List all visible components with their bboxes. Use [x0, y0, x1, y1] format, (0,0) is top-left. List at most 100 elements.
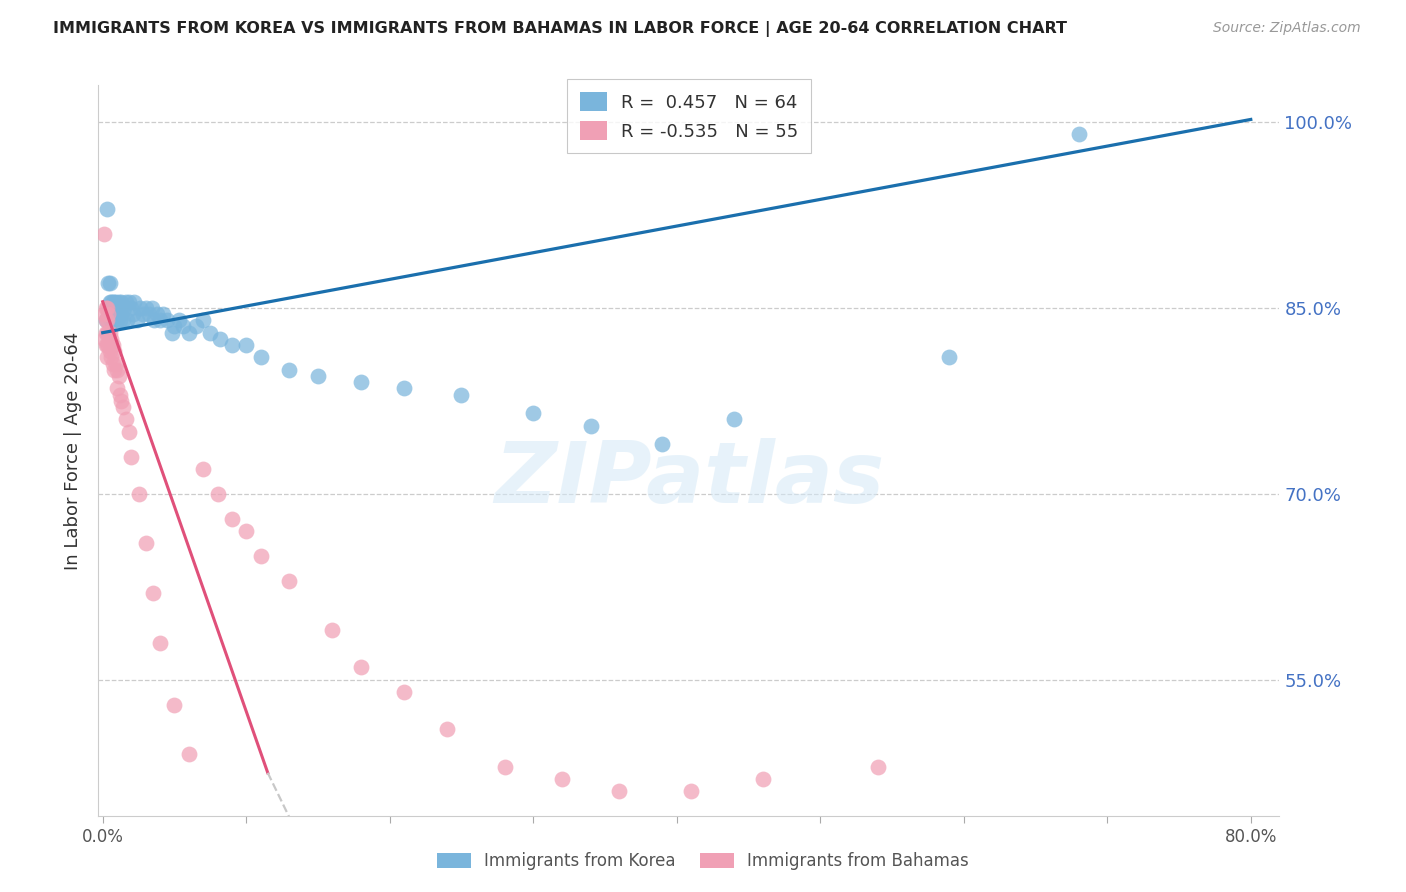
Point — [98, 344, 121, 359]
Point — [110, 307, 132, 321]
Point — [105, 313, 128, 327]
Point — [111, 313, 134, 327]
Point — [101, 338, 124, 352]
Point — [103, 363, 125, 377]
Point — [221, 338, 243, 352]
Point — [93, 307, 115, 321]
Point — [101, 357, 124, 371]
Point — [104, 357, 127, 371]
Point — [143, 313, 166, 327]
Point — [235, 338, 257, 352]
Point — [101, 307, 124, 321]
Point — [938, 351, 960, 365]
Point — [93, 332, 115, 346]
Point — [120, 450, 142, 464]
Text: ZIPatlas: ZIPatlas — [494, 438, 884, 521]
Point — [1067, 128, 1090, 142]
Point — [142, 586, 165, 600]
Point — [107, 307, 129, 321]
Point — [111, 400, 134, 414]
Point — [114, 412, 136, 426]
Point — [681, 784, 703, 798]
Point — [163, 698, 186, 712]
Point — [522, 406, 544, 420]
Point — [103, 344, 125, 359]
Point — [107, 294, 129, 309]
Point — [209, 332, 232, 346]
Point — [108, 307, 131, 321]
Point — [163, 319, 186, 334]
Point — [149, 313, 172, 327]
Point — [221, 511, 243, 525]
Point — [172, 319, 194, 334]
Point — [100, 313, 122, 327]
Point — [278, 574, 301, 588]
Point — [117, 294, 139, 309]
Point — [96, 202, 118, 216]
Y-axis label: In Labor Force | Age 20-64: In Labor Force | Age 20-64 — [63, 331, 82, 570]
Point — [94, 301, 117, 315]
Point — [110, 393, 132, 408]
Point — [866, 759, 889, 773]
Point — [97, 307, 120, 321]
Legend: Immigrants from Korea, Immigrants from Bahamas: Immigrants from Korea, Immigrants from B… — [430, 846, 976, 877]
Point — [152, 307, 174, 321]
Point — [98, 294, 121, 309]
Point — [135, 301, 157, 315]
Point — [551, 772, 574, 786]
Point — [350, 376, 373, 390]
Point — [94, 326, 117, 340]
Point — [100, 294, 122, 309]
Point — [124, 294, 146, 309]
Point — [651, 437, 673, 451]
Point — [207, 487, 229, 501]
Point — [494, 759, 516, 773]
Point — [160, 326, 183, 340]
Point — [723, 412, 745, 426]
Point — [110, 294, 132, 309]
Point — [167, 313, 190, 327]
Legend: R =  0.457   N = 64, R = -0.535   N = 55: R = 0.457 N = 64, R = -0.535 N = 55 — [567, 79, 811, 153]
Point — [249, 351, 271, 365]
Point — [107, 369, 129, 384]
Point — [100, 332, 122, 346]
Point — [146, 307, 169, 321]
Point — [193, 313, 215, 327]
Point — [156, 313, 179, 327]
Point — [450, 387, 472, 401]
Point — [101, 294, 124, 309]
Text: IMMIGRANTS FROM KOREA VS IMMIGRANTS FROM BAHAMAS IN LABOR FORCE | AGE 20-64 CORR: IMMIGRANTS FROM KOREA VS IMMIGRANTS FROM… — [53, 21, 1067, 37]
Point — [184, 319, 207, 334]
Point — [104, 294, 127, 309]
Point — [104, 307, 127, 321]
Point — [392, 382, 415, 396]
Point — [105, 363, 128, 377]
Point — [278, 363, 301, 377]
Point — [141, 301, 163, 315]
Point — [96, 326, 118, 340]
Point — [249, 549, 271, 563]
Point — [94, 338, 117, 352]
Point — [138, 307, 160, 321]
Point — [129, 301, 152, 315]
Point — [436, 723, 458, 737]
Point — [177, 747, 200, 762]
Point — [321, 624, 343, 638]
Point — [235, 524, 257, 538]
Point — [108, 313, 131, 327]
Point — [115, 313, 138, 327]
Text: Source: ZipAtlas.com: Source: ZipAtlas.com — [1213, 21, 1361, 36]
Point — [132, 307, 155, 321]
Point — [127, 313, 149, 327]
Point — [117, 425, 139, 439]
Point — [97, 276, 120, 290]
Point — [105, 307, 128, 321]
Point — [392, 685, 415, 699]
Point — [93, 227, 115, 241]
Point — [98, 276, 121, 290]
Point — [135, 536, 157, 550]
Point — [200, 326, 222, 340]
Point — [96, 338, 118, 352]
Point — [94, 313, 117, 327]
Point — [579, 418, 602, 433]
